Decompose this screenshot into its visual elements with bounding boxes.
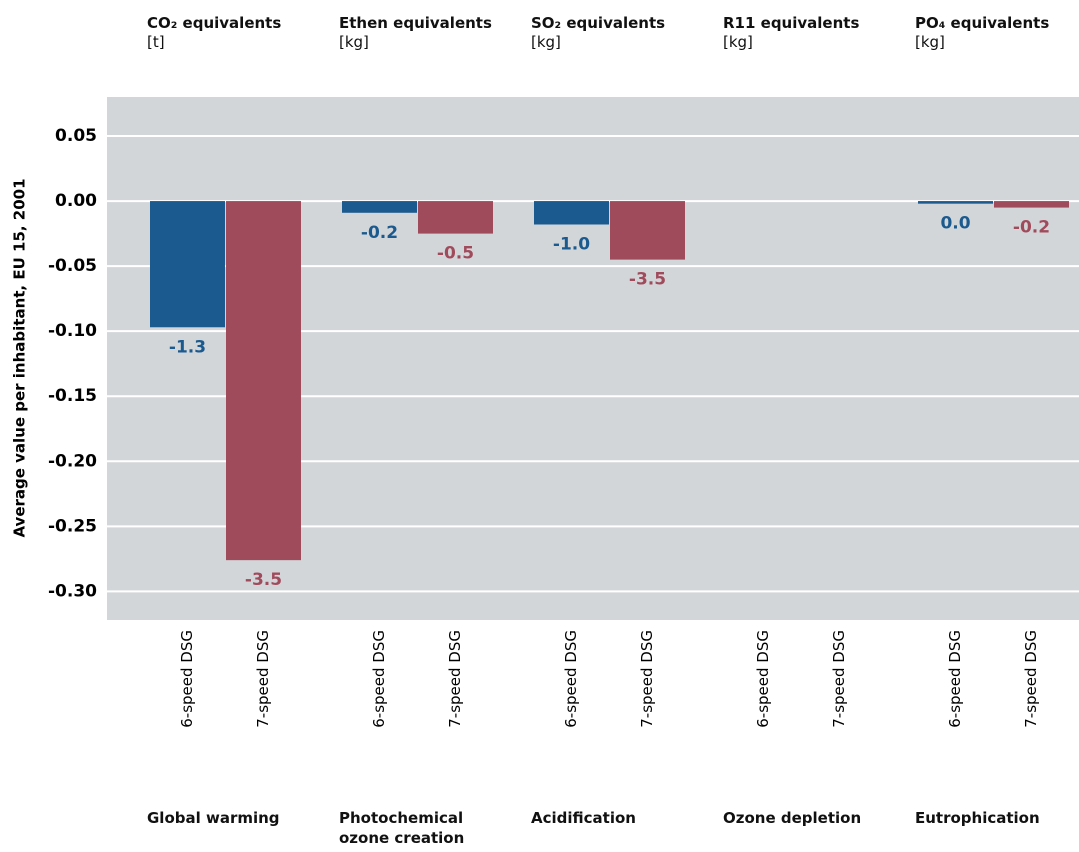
header-title: PO₄ equivalents bbox=[915, 14, 1050, 32]
data-label: -3.5 bbox=[245, 570, 282, 590]
bar bbox=[342, 201, 417, 213]
x-tick-label: 7-speed DSG bbox=[830, 630, 848, 728]
category-label: Eutrophication bbox=[915, 809, 1040, 827]
y-tick-label: 0.05 bbox=[55, 126, 97, 146]
header-title: SO₂ equivalents bbox=[531, 14, 666, 32]
category-label: Photochemical ozone creation bbox=[339, 809, 465, 847]
data-label: -0.2 bbox=[361, 223, 398, 243]
y-tick-label: -0.25 bbox=[48, 516, 97, 536]
y-tick-label: -0.30 bbox=[48, 581, 97, 601]
header-unit: [kg] bbox=[915, 33, 945, 51]
group-header: R11 equivalents [kg] bbox=[723, 14, 903, 52]
x-tick-label: 6-speed DSG bbox=[562, 630, 580, 728]
group-header: PO₄ equivalents [kg] bbox=[915, 14, 1079, 52]
data-label: -0.5 bbox=[437, 244, 474, 264]
bar bbox=[226, 201, 301, 561]
bar bbox=[994, 201, 1069, 208]
data-label: -1.3 bbox=[169, 337, 206, 357]
x-tick-label: 6-speed DSG bbox=[946, 630, 964, 728]
data-label: -0.2 bbox=[1013, 218, 1050, 238]
header-title: Ethen equivalents bbox=[339, 14, 492, 32]
y-tick-label: -0.15 bbox=[48, 386, 97, 406]
x-tick-label: 6-speed DSG bbox=[754, 630, 772, 728]
data-label: 0.0 bbox=[940, 214, 970, 234]
group-header: Ethen equivalents [kg] bbox=[339, 14, 519, 52]
data-label: -1.0 bbox=[553, 234, 590, 254]
category-label: Ozone depletion bbox=[723, 809, 862, 827]
header-unit: [t] bbox=[147, 33, 165, 51]
header-unit: [kg] bbox=[339, 33, 369, 51]
bar bbox=[534, 201, 609, 225]
category-label: Acidification bbox=[531, 809, 636, 827]
x-tick-label: 7-speed DSG bbox=[254, 630, 272, 728]
y-tick-label: 0.00 bbox=[55, 191, 97, 211]
x-tick-label: 7-speed DSG bbox=[638, 630, 656, 728]
bar bbox=[918, 201, 993, 204]
y-tick-label: -0.10 bbox=[48, 321, 97, 341]
bar bbox=[610, 201, 685, 260]
x-tick-label: 7-speed DSG bbox=[1022, 630, 1040, 728]
x-tick-label: 6-speed DSG bbox=[178, 630, 196, 728]
y-axis-label: Average value per inhabitant, EU 15, 200… bbox=[11, 178, 29, 537]
group-header: SO₂ equivalents [kg] bbox=[531, 14, 711, 52]
header-title: CO₂ equivalents bbox=[147, 14, 282, 32]
data-label: -3.5 bbox=[629, 270, 666, 290]
x-tick-label: 6-speed DSG bbox=[370, 630, 388, 728]
header-title: R11 equivalents bbox=[723, 14, 860, 32]
header-unit: [kg] bbox=[531, 33, 561, 51]
bar bbox=[418, 201, 493, 234]
category-label: Global warming bbox=[147, 809, 280, 827]
header-unit: [kg] bbox=[723, 33, 753, 51]
y-tick-label: -0.05 bbox=[48, 256, 97, 276]
x-tick-label: 7-speed DSG bbox=[446, 630, 464, 728]
group-header: CO₂ equivalents [t] bbox=[147, 14, 327, 52]
bar bbox=[150, 201, 225, 328]
y-tick-label: -0.20 bbox=[48, 451, 97, 471]
